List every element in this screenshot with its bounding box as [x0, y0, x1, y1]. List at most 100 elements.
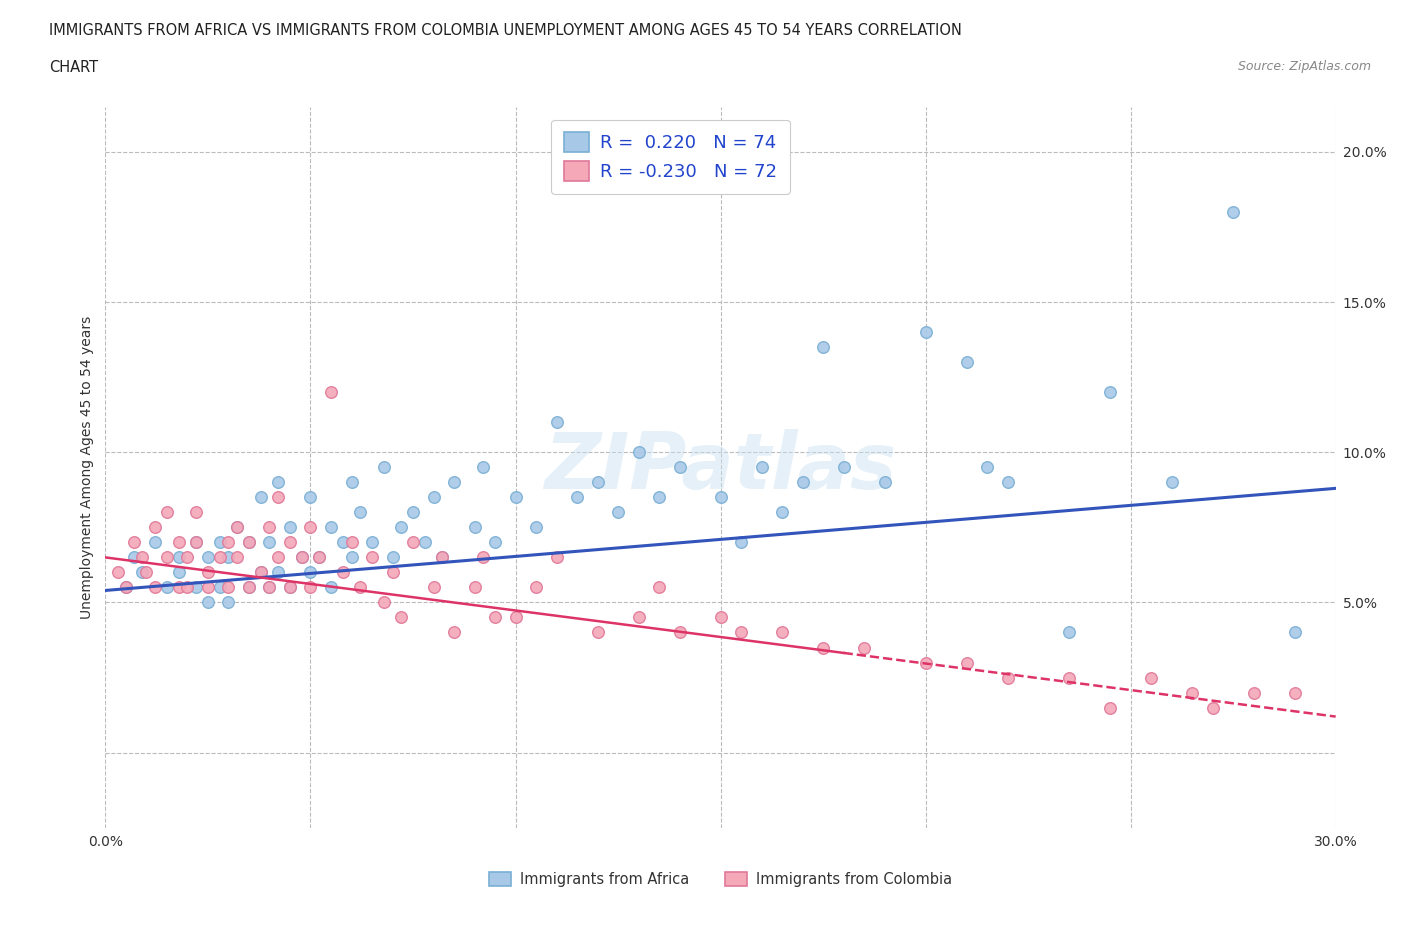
Point: [238, 580, 260, 595]
Point: [319, 385, 342, 400]
Point: [267, 565, 290, 580]
Point: [1284, 625, 1306, 640]
Point: [349, 580, 371, 595]
Point: [218, 535, 240, 550]
Point: [176, 550, 198, 565]
Point: [1057, 671, 1080, 685]
Point: [422, 490, 444, 505]
Point: [1284, 685, 1306, 700]
Point: [278, 580, 301, 595]
Point: [373, 460, 395, 475]
Point: [299, 565, 322, 580]
Point: [373, 595, 395, 610]
Point: [648, 490, 671, 505]
Point: [873, 475, 896, 490]
Point: [770, 505, 793, 520]
Point: [710, 610, 733, 625]
Point: [169, 535, 191, 550]
Point: [770, 625, 793, 640]
Point: [184, 535, 207, 550]
Point: [225, 520, 247, 535]
Point: [184, 535, 207, 550]
Point: [1181, 685, 1204, 700]
Point: [443, 625, 465, 640]
Point: [143, 520, 166, 535]
Point: [546, 415, 568, 430]
Point: [648, 580, 671, 595]
Point: [668, 460, 690, 475]
Y-axis label: Unemployment Among Ages 45 to 54 years: Unemployment Among Ages 45 to 54 years: [80, 315, 94, 619]
Point: [267, 475, 290, 490]
Point: [259, 580, 281, 595]
Point: [225, 550, 247, 565]
Point: [607, 505, 630, 520]
Point: [546, 550, 568, 565]
Point: [1222, 205, 1244, 219]
Point: [197, 565, 219, 580]
Point: [1099, 385, 1122, 400]
Point: [169, 580, 191, 595]
Point: [218, 595, 240, 610]
Point: [402, 505, 425, 520]
Point: [209, 580, 232, 595]
Point: [853, 640, 876, 655]
Point: [135, 565, 157, 580]
Point: [184, 505, 207, 520]
Point: [792, 475, 814, 490]
Point: [278, 520, 301, 535]
Point: [291, 550, 314, 565]
Point: [956, 655, 979, 670]
Point: [197, 550, 219, 565]
Point: [1160, 475, 1182, 490]
Point: [340, 475, 363, 490]
Point: [914, 655, 936, 670]
Text: CHART: CHART: [49, 60, 98, 75]
Point: [464, 520, 486, 535]
Point: [250, 565, 273, 580]
Point: [169, 550, 191, 565]
Point: [218, 580, 240, 595]
Point: [197, 595, 219, 610]
Point: [319, 580, 342, 595]
Point: [238, 535, 260, 550]
Point: [156, 580, 179, 595]
Point: [1243, 685, 1265, 700]
Point: [340, 535, 363, 550]
Point: [278, 535, 301, 550]
Point: [218, 550, 240, 565]
Point: [115, 580, 138, 595]
Point: [627, 610, 650, 625]
Point: [811, 339, 834, 354]
Point: [308, 550, 330, 565]
Point: [811, 640, 834, 655]
Point: [107, 565, 129, 580]
Point: [381, 565, 404, 580]
Point: [389, 520, 412, 535]
Point: [1057, 625, 1080, 640]
Point: [956, 354, 979, 369]
Point: [471, 460, 494, 475]
Point: [184, 580, 207, 595]
Point: [484, 535, 506, 550]
Point: [730, 625, 752, 640]
Point: [319, 520, 342, 535]
Point: [832, 460, 855, 475]
Point: [586, 475, 609, 490]
Point: [250, 490, 273, 505]
Point: [710, 490, 733, 505]
Point: [565, 490, 588, 505]
Point: [340, 550, 363, 565]
Point: [308, 550, 330, 565]
Point: [524, 520, 547, 535]
Point: [156, 505, 179, 520]
Text: IMMIGRANTS FROM AFRICA VS IMMIGRANTS FROM COLOMBIA UNEMPLOYMENT AMONG AGES 45 TO: IMMIGRANTS FROM AFRICA VS IMMIGRANTS FRO…: [49, 23, 962, 38]
Point: [225, 520, 247, 535]
Point: [259, 520, 281, 535]
Legend: Immigrants from Africa, Immigrants from Colombia: Immigrants from Africa, Immigrants from …: [484, 866, 957, 893]
Point: [402, 535, 425, 550]
Point: [169, 565, 191, 580]
Point: [976, 460, 998, 475]
Point: [505, 610, 527, 625]
Point: [238, 580, 260, 595]
Point: [332, 535, 354, 550]
